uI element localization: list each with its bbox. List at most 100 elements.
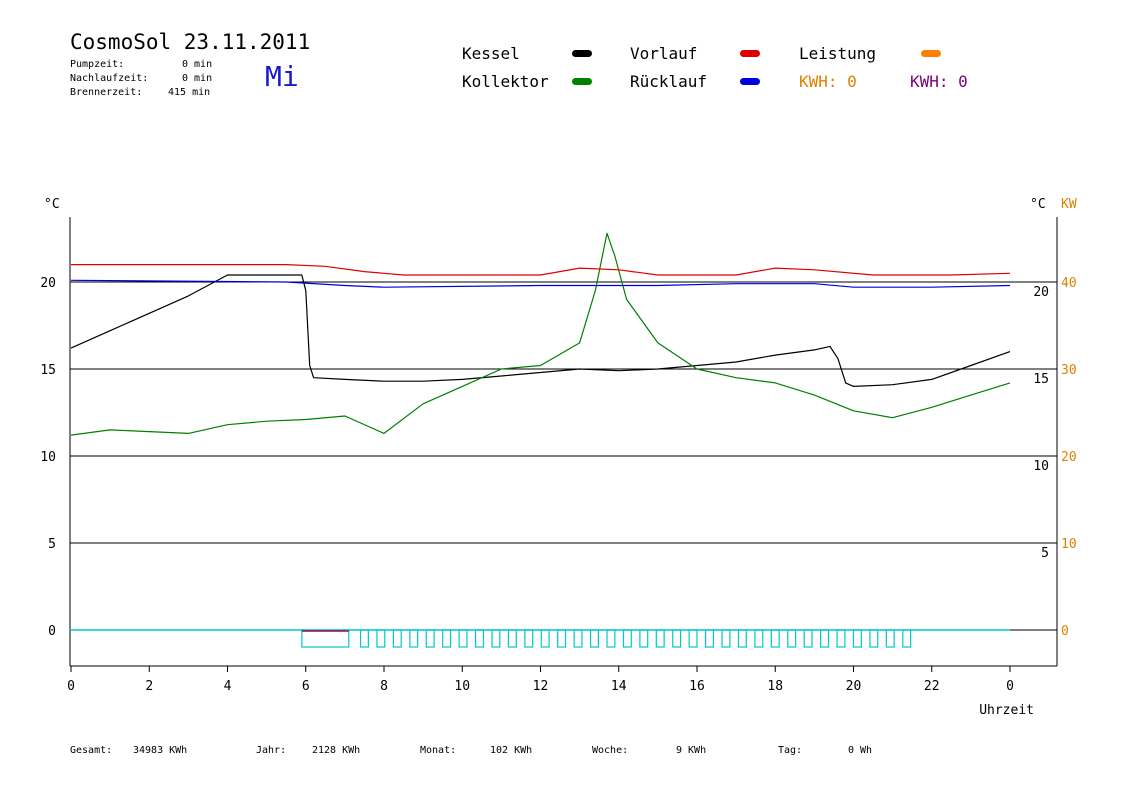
footer-tag-value: 0 Wh [848,745,873,756]
footer-monat-label: Monat: [420,745,457,756]
relay-pulse-26 [770,629,780,648]
y-tick-kw-40: 40 [1061,276,1077,291]
legend-swatch-vorlauf [740,50,760,57]
stat-pumpzeit-value: 0 min [182,59,213,70]
y-tick-kw-0: 0 [1061,624,1069,639]
relay-pulse-34 [902,629,912,648]
legend-label-leistung: Leistung [799,44,877,63]
x-tick-label-8: 16 [689,679,705,694]
footer-gesamt-value: 34983 KWh [133,745,188,756]
relay-pulse-20 [672,629,682,648]
y-tick-left-20: 20 [40,276,56,291]
relay-pulse-7 [458,629,468,648]
footer-jahr-value: 2128 KWh [312,745,361,756]
footer-monat-value: 102 KWh [490,745,533,756]
y-axis-unit-left: °C [44,197,60,212]
relay-pulse-18 [639,629,649,648]
series-line-1 [70,232,1011,436]
x-tick-label-4: 8 [380,679,388,694]
x-axis-title: Uhrzeit [979,703,1034,718]
x-tick-label-0: 0 [67,679,75,694]
legend-label-kollektor: Kollektor [462,72,549,91]
legend-swatch-leistung [921,50,941,57]
x-tick-label-2: 4 [224,679,232,694]
series-line-3 [70,279,1011,288]
relay-pulse-15 [589,629,600,648]
legend-swatch-ruecklauf [740,78,760,85]
footer-tag-label: Tag: [778,745,803,756]
series-line-0 [70,274,1011,387]
legend-label-ruecklauf: Rücklauf [630,72,708,91]
chart-gridlines [70,281,1057,631]
relay-pulse-28 [803,629,813,648]
relay-pulse-17 [622,629,632,648]
relay-pulse-0 [301,629,350,648]
stat-brennerzeit-label: Brennerzeit: [70,87,143,98]
relay-pulse-4 [409,629,419,648]
x-tick-label-12: 0 [1006,679,1014,694]
y-tick-right-10: 10 [1033,459,1049,474]
relay-pulse-8 [474,629,484,648]
stat-pumpzeit-label: Pumpzeit: [70,59,125,70]
legend-swatch-kollektor [572,78,592,85]
chart-labels: 0 5 10 15 20 5 10 15 20 0 10 20 30 40 °C °C KW 0 2 4 6 8 10 12 1… [40,197,1076,718]
y-axis-unit-right: °C [1030,197,1046,212]
relay-pulse-31 [852,629,862,648]
relay-pulse-29 [820,629,830,648]
x-tick-label-5: 10 [454,679,470,694]
footer-woche-label: Woche: [592,745,629,756]
stat-nachlaufzeit-label: Nachlaufzeit: [70,73,149,84]
y-axis-unit-kw: KW [1061,197,1077,212]
x-tick-label-9: 18 [767,679,783,694]
series-line-2 [71,264,1011,276]
legend-label-vorlauf: Vorlauf [630,44,698,63]
legend-swatch-kessel [572,50,592,57]
relay-pulse-32 [869,629,879,648]
relay-pulse-1 [359,629,369,648]
y-tick-right-15: 15 [1033,372,1049,387]
stat-nachlaufzeit-value: 0 min [182,73,213,84]
y-tick-left-5: 5 [48,537,56,552]
y-tick-left-15: 15 [40,363,56,378]
y-tick-kw-20: 20 [1061,450,1077,465]
relay-pulse-12 [540,629,550,648]
relay-pulse-27 [787,629,797,648]
relay-pulse-19 [655,629,665,648]
relay-pulse-14 [573,629,583,648]
y-tick-kw-10: 10 [1061,537,1077,552]
y-tick-left-10: 10 [40,450,56,465]
relay-pulse-6 [442,629,452,648]
relay-pulse-22 [705,629,715,648]
footer-gesamt-label: Gesamt: [70,745,113,756]
y-tick-kw-30: 30 [1061,363,1077,378]
chart-axes [69,217,1058,672]
x-tick-label-7: 14 [611,679,627,694]
y-tick-right-20: 20 [1033,285,1049,300]
relay-pulse-3 [392,629,402,648]
relay-pulse-16 [606,629,616,648]
stat-brennerzeit-value: 415 min [168,87,211,98]
relay-pulse-24 [737,629,747,648]
relay-pulse-13 [557,629,567,648]
footer-woche-value: 9 KWh [676,745,707,756]
relay-pulse-10 [507,629,517,648]
relay-pulse-2 [376,629,386,648]
relay-pulse-9 [491,629,501,648]
relay-pulse-25 [754,629,764,648]
x-tick-label-11: 22 [924,679,940,694]
x-tick-label-10: 20 [846,679,862,694]
relay-pulse-23 [721,629,731,648]
relay-pulse-11 [524,629,534,648]
x-tick-label-3: 6 [302,679,310,694]
x-tick-label-1: 2 [145,679,153,694]
page-title: CosmoSol 23.11.2011 [70,30,311,54]
x-tick-label-6: 12 [533,679,549,694]
relay-pulse-30 [836,629,846,648]
relay-pulse-21 [688,629,698,648]
kwh-purple-label: KWH: 0 [910,72,968,91]
y-tick-right-5: 5 [1041,546,1049,561]
kwh-orange-label: KWH: 0 [799,72,857,91]
chart-series [70,232,1011,436]
relay-pulses [70,629,1010,648]
